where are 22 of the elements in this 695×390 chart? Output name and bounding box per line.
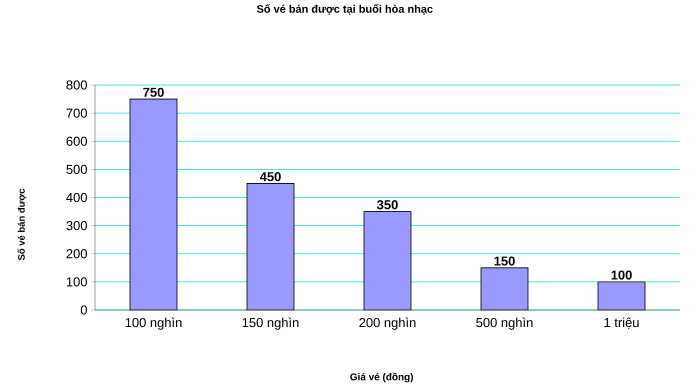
y-tick-label: 0 — [80, 305, 87, 315]
data-label: 100 — [612, 270, 632, 280]
data-label: 450 — [260, 172, 281, 182]
y-tick-label: 300 — [66, 221, 87, 230]
y-axis-title: Số vé bán được — [17, 188, 26, 260]
x-tick-label: 200 nghìn — [359, 318, 416, 330]
x-axis-title: Giá vé (đồng) — [350, 372, 413, 382]
x-tick-label: 150 nghìn — [242, 318, 298, 330]
y-tick-label: 200 — [66, 249, 87, 258]
y-tick-label: 100 — [66, 277, 87, 286]
x-tick-label: 100 nghìn — [126, 318, 182, 330]
x-tick-label: 1 triệu — [604, 318, 639, 329]
y-tick-label: 600 — [66, 136, 87, 146]
y-tick-label: 700 — [66, 108, 87, 118]
data-label: 350 — [376, 200, 398, 210]
y-tick-label: 800 — [66, 80, 87, 90]
data-label: 150 — [494, 256, 515, 266]
y-tick-label: 400 — [66, 192, 87, 202]
chart-title: Số vé bán được tại buổi hòa nhạc — [256, 4, 433, 15]
y-tick-label: 500 — [66, 164, 87, 174]
data-label: 750 — [143, 88, 164, 97]
x-tick-label: 500 nghìn — [476, 318, 532, 330]
